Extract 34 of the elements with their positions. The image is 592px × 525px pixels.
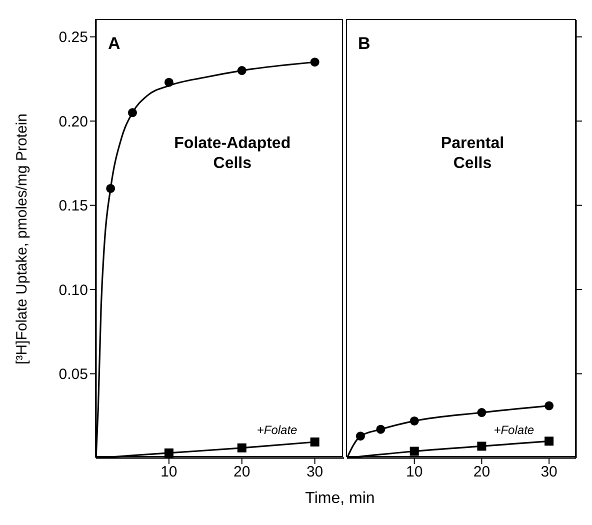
annotation: B	[358, 34, 370, 54]
annotation: +Folate	[256, 422, 298, 437]
point	[544, 401, 554, 410]
point	[128, 108, 137, 118]
x-tick-label: 30	[306, 464, 324, 481]
y-tick-label: 0.25	[58, 29, 88, 46]
x-tick-label: 20	[473, 464, 490, 481]
point	[410, 416, 419, 426]
x-tick-label: 10	[160, 464, 178, 481]
point	[477, 442, 486, 451]
point	[310, 58, 320, 67]
annotation: A	[108, 34, 120, 54]
point	[164, 78, 174, 87]
annotation: Parental Cells	[440, 134, 506, 174]
point	[410, 446, 419, 456]
point	[237, 66, 246, 76]
x-axis-title: Time, min	[304, 490, 376, 508]
point	[106, 184, 116, 193]
x-tick-label: 30	[540, 464, 558, 481]
x-tick-label: 20	[234, 464, 250, 481]
y-tick-label: 0.15	[58, 198, 88, 215]
point	[376, 424, 386, 434]
y-tick-label: 0.20	[58, 113, 88, 130]
y-tick-label: 0.10	[58, 282, 88, 299]
x-tick-label: 10	[406, 464, 423, 481]
point	[356, 432, 365, 441]
point	[310, 437, 320, 446]
point	[477, 408, 486, 418]
point	[544, 436, 554, 446]
annotation: Folate-Adapted Cells	[173, 134, 292, 174]
y-tick-label: 0.05	[58, 366, 88, 384]
point	[237, 443, 246, 452]
annotation: +Folate	[494, 422, 534, 437]
y-axis-title: [³H]Folate Uptake, pmoles/mg Protein	[14, 114, 30, 364]
